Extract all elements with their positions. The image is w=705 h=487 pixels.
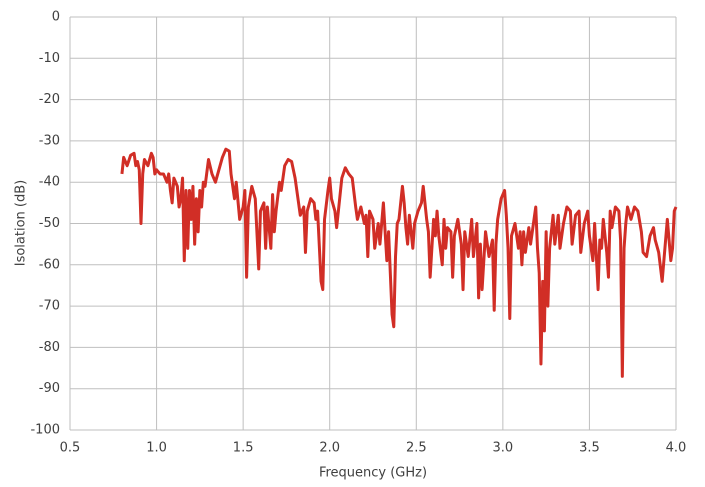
y-tick-label: -80: [39, 340, 60, 355]
y-tick-label: -90: [39, 381, 60, 396]
x-tick-label: 2.5: [406, 441, 427, 456]
x-axis-title: Frequency (GHz): [319, 466, 427, 481]
x-tick-label: 0.5: [60, 441, 81, 456]
y-tick-label: -70: [39, 299, 60, 314]
y-tick-label: -30: [39, 133, 60, 148]
x-tick-label: 3.0: [493, 441, 514, 456]
x-tick-label: 1.0: [146, 441, 167, 456]
y-tick-label: -100: [30, 423, 60, 438]
y-tick-label: -20: [39, 92, 60, 107]
y-tick-label: -60: [39, 257, 60, 272]
y-tick-label: -50: [39, 216, 60, 231]
x-tick-label: 3.5: [579, 441, 600, 456]
x-tick-label: 2.0: [319, 441, 340, 456]
y-tick-label: 0: [52, 10, 60, 25]
data-line: [120, 147, 678, 378]
x-tick-label: 1.5: [233, 441, 254, 456]
y-axis-title: Isolation (dB): [14, 180, 29, 267]
x-tick-label: 4.0: [666, 441, 687, 456]
y-tick-label: -10: [39, 51, 60, 66]
y-tick-label: -40: [39, 175, 60, 190]
